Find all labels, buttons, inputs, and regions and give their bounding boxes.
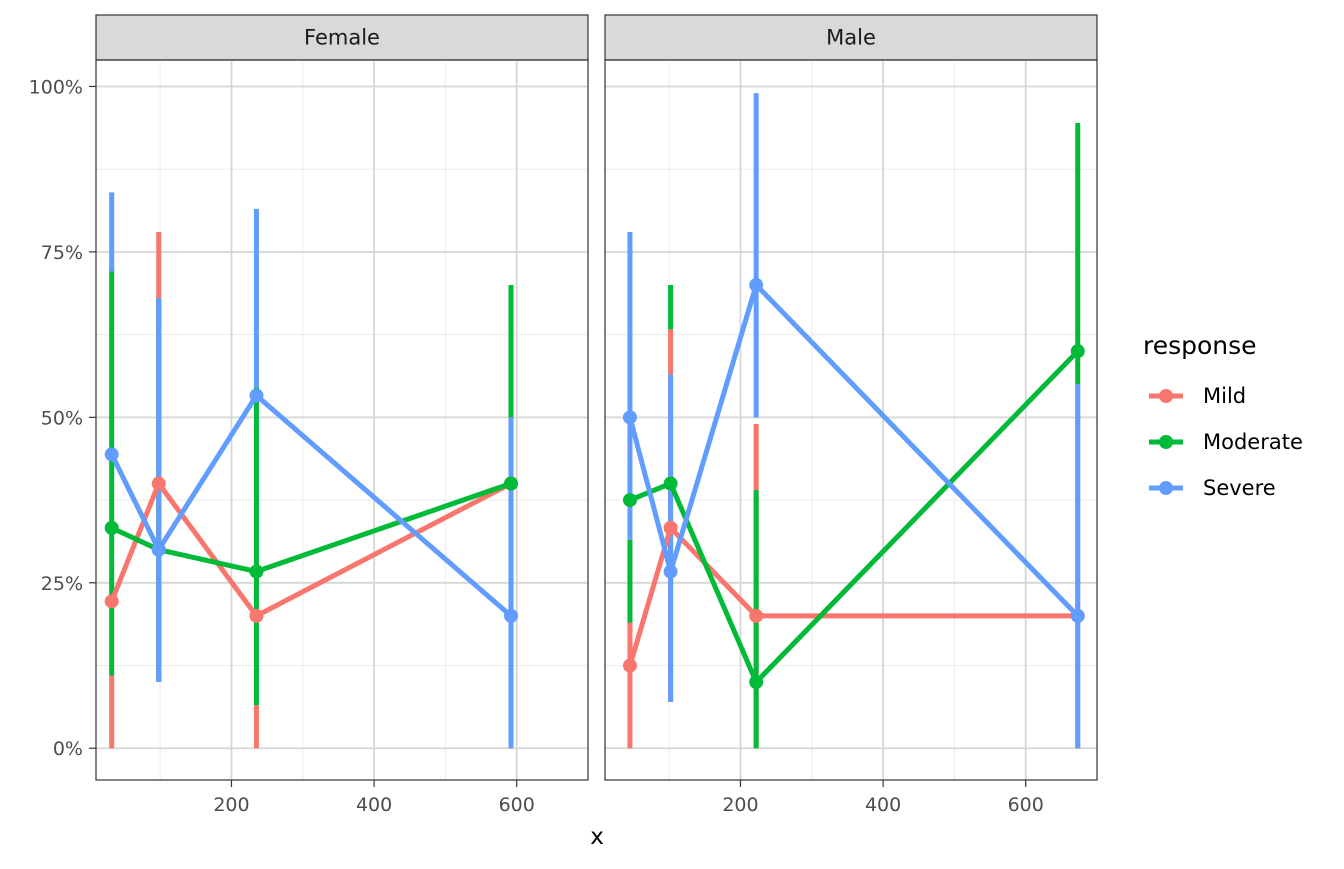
x-axis-title: x [590,824,604,850]
facet-strip [604,14,1098,61]
x-tick-label: 400 [356,794,392,816]
data-point-severe [749,278,764,292]
data-point-mild [749,608,764,623]
series-line-severe [627,282,1080,618]
y-tick-label: 25% [41,573,83,595]
x-tick-label: 200 [213,794,249,816]
facet-panel-female: Female 200 400 600 [95,14,589,816]
legend-key-point [1159,481,1173,495]
legend: response Mild Moderate Severe [1143,331,1303,500]
data-point-mild [249,608,264,623]
data-point-severe [249,388,264,403]
data-point-moderate [622,493,637,508]
facet-panel-male: Male 200 400 600 [604,14,1098,816]
data-point-moderate [663,476,678,491]
data-point-moderate [104,520,119,535]
legend-label-mild: Mild [1203,384,1246,408]
y-tick-label: 50% [41,407,83,429]
data-point-mild [663,520,678,535]
legend-label-severe: Severe [1203,476,1276,500]
facet-strip [95,14,589,61]
data-point-moderate [249,564,264,579]
data-point-severe [151,542,166,557]
panel-border [604,59,1098,781]
data-point-severe [503,608,518,623]
legend-title: response [1143,331,1257,360]
series-line-mild [109,481,513,619]
facet-strip-label: Female [304,26,380,50]
legend-key-point [1159,389,1173,403]
series-line-mild [627,525,1078,667]
facet-strip-label: Male [826,26,876,50]
data-point-mild [622,658,637,673]
panel-border [95,59,589,781]
series-line-severe [109,393,513,618]
series-line-moderate [110,481,512,574]
y-tick-label: 75% [41,242,83,264]
y-tick-label: 0% [53,738,83,760]
data-point-moderate [1070,344,1085,359]
data-point-mild [151,476,166,491]
data-point-moderate [749,675,764,690]
data-point-severe [1070,608,1085,623]
y-tick-label: 100% [29,76,83,98]
legend-label-moderate: Moderate [1203,430,1303,454]
x-tick-label: 600 [499,794,535,816]
x-tick-label: 600 [1008,794,1044,816]
data-point-severe [104,447,119,462]
x-tick-label: 400 [865,794,901,816]
x-tick-label: 200 [722,794,758,816]
data-point-mild [104,594,119,609]
series-line-moderate [629,349,1080,685]
data-point-severe [622,410,637,425]
data-point-severe [663,564,678,579]
legend-key-point [1159,435,1173,449]
data-point-moderate [503,476,518,491]
